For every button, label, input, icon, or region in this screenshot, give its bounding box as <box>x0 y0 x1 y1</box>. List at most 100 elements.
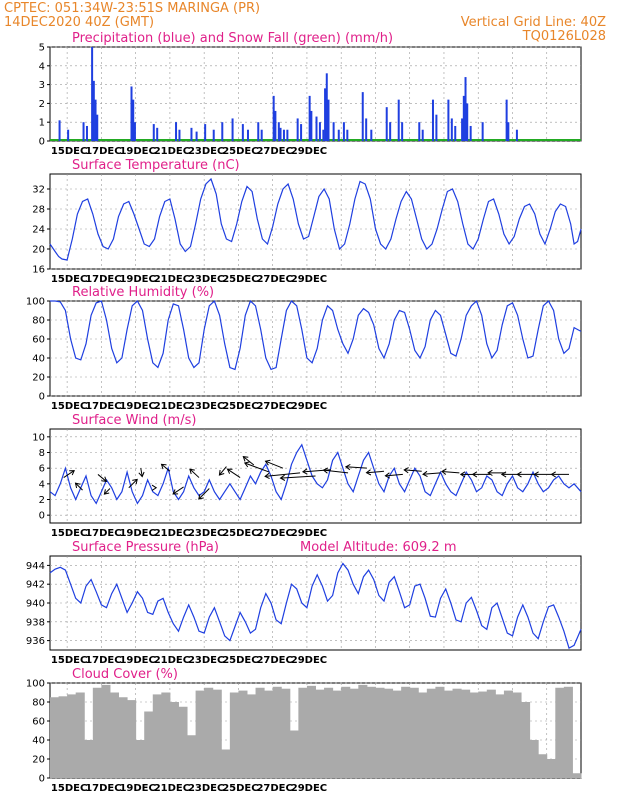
wind-arrow-head <box>264 459 271 466</box>
cloud-bar <box>366 686 376 778</box>
x-tick-label: 25DEC <box>222 146 258 157</box>
wind-arrow-head <box>132 478 138 485</box>
wind-arrow <box>103 488 111 495</box>
cloud-bar <box>443 690 454 778</box>
x-tick-label: 27DEC <box>256 274 292 285</box>
wind-arrow-head <box>487 469 493 476</box>
cloud-bar <box>109 692 120 778</box>
cloud-bar <box>212 689 222 778</box>
precip-bar <box>421 129 424 141</box>
precip-bar <box>318 122 321 141</box>
cloud-bar <box>50 697 60 778</box>
x-tick-label: 15DEC <box>51 528 87 539</box>
x-tick-label: 19DEC <box>119 528 155 539</box>
cloud-bar <box>161 692 171 778</box>
x-tick-label: 21DEC <box>154 528 190 539</box>
precip-bar <box>469 125 472 141</box>
cloud-bar <box>315 689 325 778</box>
x-tick-label: 29DEC <box>291 528 327 539</box>
x-tick-label: 19DEC <box>119 655 155 666</box>
cloud-bar <box>135 740 145 778</box>
precip-bar <box>365 118 368 141</box>
cloud-bar <box>572 773 582 778</box>
y-tick-label: 40 <box>32 736 45 747</box>
x-tick-label: 15DEC <box>51 655 87 666</box>
wind-arrow <box>172 486 184 495</box>
x-tick-label: 17DEC <box>85 401 121 412</box>
cloud-bar <box>187 735 197 778</box>
panel-frame <box>49 173 582 270</box>
wind-arrow-head <box>471 471 478 478</box>
x-tick-label: 27DEC <box>256 655 292 666</box>
precip-bar <box>212 129 215 141</box>
wind-arrow <box>128 478 138 489</box>
cloud-bar <box>195 690 205 778</box>
precip-bar <box>337 129 340 141</box>
precip-bar <box>401 122 404 141</box>
y-tick-label: 100 <box>26 297 45 308</box>
series-line <box>49 443 582 505</box>
precip-bar <box>505 99 508 141</box>
wind-arrow <box>97 474 107 482</box>
y-tick-label: 60 <box>32 335 45 346</box>
cloud-bar <box>144 711 154 778</box>
wind-arrow-head <box>403 467 409 474</box>
y-tick-label: 20 <box>32 755 45 766</box>
y-tick-label: 24 <box>32 225 45 236</box>
y-tick-label: 32 <box>32 185 45 196</box>
precip-bar <box>282 129 285 141</box>
panel-title: Surface Wind (m/s) <box>72 413 196 428</box>
panel-title: Surface Temperature (nC) <box>72 158 240 173</box>
x-tick-label: 15DEC <box>51 146 87 157</box>
precip-bar <box>462 95 465 141</box>
x-tick-label: 29DEC <box>291 274 327 285</box>
wind-arrow <box>385 473 403 477</box>
cloud-bar <box>324 687 334 778</box>
y-tick-label: 20 <box>32 245 45 256</box>
wind-arrow <box>140 468 143 477</box>
wind-arrow-head <box>189 468 195 475</box>
panel-title: Relative Humidity (%) <box>72 285 214 300</box>
wind-arrow <box>243 456 255 466</box>
precip-bar <box>385 107 388 141</box>
cloud-bar <box>538 754 548 778</box>
x-tick-label: 27DEC <box>256 146 292 157</box>
precip-bar <box>327 99 330 141</box>
wind-arrow <box>219 466 227 476</box>
y-tick-label: 100 <box>26 679 45 690</box>
wind-arrow-head <box>422 470 428 478</box>
wind-arrow-head <box>279 474 286 481</box>
precip-bar <box>308 95 311 141</box>
wind-arrow-head <box>138 471 145 478</box>
precip-bar <box>342 122 345 141</box>
wind-arrow <box>423 472 441 475</box>
panel-3 <box>47 428 582 524</box>
wind-arrow <box>161 463 171 472</box>
x-tick-label: 25DEC <box>222 401 258 412</box>
x-tick-label: 21DEC <box>154 146 190 157</box>
precip-bar <box>241 124 244 141</box>
precip-bar <box>332 122 335 141</box>
panel-title: Surface Pressure (hPa) <box>72 540 219 555</box>
cloud-bar <box>418 692 428 778</box>
wind-arrow <box>366 470 385 474</box>
x-tick-label: 19DEC <box>119 146 155 157</box>
precip-bar <box>178 129 181 141</box>
header-code: TQ0126L028 <box>522 29 606 44</box>
y-tick-label: 942 <box>26 580 45 591</box>
cloud-bar <box>486 689 496 778</box>
y-tick-label: 4 <box>39 61 45 72</box>
x-tick-label: 21DEC <box>154 655 190 666</box>
cloud-bar <box>349 688 359 778</box>
wind-arrow-head <box>101 476 108 482</box>
cloud-bar <box>281 688 291 778</box>
wind-arrow-head <box>172 489 179 495</box>
precip-bar <box>466 103 469 141</box>
cloud-bar <box>375 687 385 778</box>
precip-bar <box>315 116 318 141</box>
cloud-bar <box>221 749 231 778</box>
y-tick-label: 28 <box>32 205 45 216</box>
cloud-bar <box>272 686 282 778</box>
wind-arrow <box>345 466 367 469</box>
cloud-bar <box>384 688 394 778</box>
